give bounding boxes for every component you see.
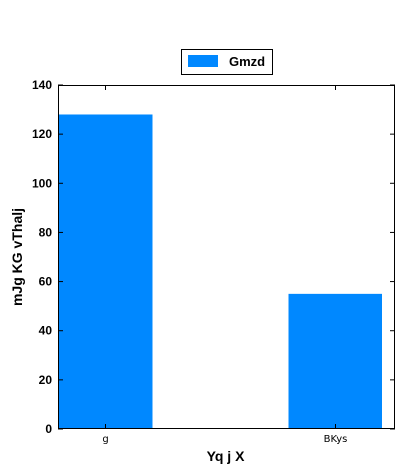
y-tick-label: 100 <box>32 176 52 190</box>
legend-swatch <box>188 55 218 67</box>
y-tick-label: 40 <box>39 324 53 338</box>
y-tick-label: 80 <box>39 225 53 239</box>
x-axis-title: Yq j X <box>207 448 246 464</box>
legend-label: Gmzd <box>229 54 265 69</box>
legend: Gmzd <box>181 49 273 75</box>
y-tick-label: 0 <box>45 422 52 436</box>
ticks-layer: 0 20 40 60 80 100 120 140 g BKys <box>32 78 395 445</box>
y-tick-label: 20 <box>39 373 53 387</box>
y-tick-label: 140 <box>32 78 52 92</box>
x-category-label: g <box>102 434 108 445</box>
bars-layer <box>58 114 382 429</box>
y-axis-title: mJg KG vThalj <box>9 208 25 306</box>
bar-g <box>58 114 153 429</box>
bar-BKys <box>288 293 382 429</box>
x-category-label: BKys <box>324 434 348 445</box>
plot-area-frame <box>58 85 395 429</box>
y-tick-label: 60 <box>39 275 53 289</box>
y-tick-label: 120 <box>32 127 52 141</box>
